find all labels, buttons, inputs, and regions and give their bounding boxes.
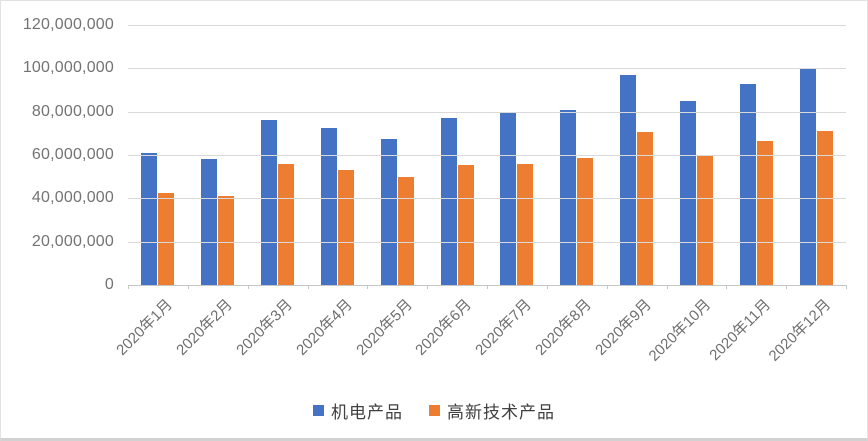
bar <box>141 152 158 285</box>
bar-group <box>607 25 667 285</box>
y-tick-label: 40,000,000 <box>31 189 114 207</box>
gridline <box>128 25 846 26</box>
x-axis: 2020年1月 2020年2月 2020年3月 2020年4月 2020年5月 2020年… <box>113 292 846 377</box>
y-tick-label: 100,000,000 <box>22 59 114 77</box>
bar-group <box>666 25 726 285</box>
y-tick-label: 60,000,000 <box>31 146 114 163</box>
bar <box>337 170 354 285</box>
bar <box>158 192 175 285</box>
bar <box>440 118 457 285</box>
x-axis-tick <box>846 285 847 289</box>
legend-item: 机电产品 <box>313 398 403 423</box>
bar-group <box>726 25 786 285</box>
x-axis-tick <box>187 285 189 289</box>
x-tick-label: 2020年5月 <box>352 296 416 359</box>
x-axis-tick <box>786 285 788 289</box>
bar <box>457 164 474 285</box>
legend-item: 高新技术产品 <box>429 398 555 423</box>
gridline <box>128 198 846 200</box>
x-axis-tick <box>247 285 249 289</box>
x-tick-label: 2020年7月 <box>472 296 536 359</box>
y-tick-label: 80,000,000 <box>31 102 114 120</box>
y-tick-label: 20,000,000 <box>31 232 114 250</box>
bar <box>756 140 773 285</box>
bar <box>799 68 816 285</box>
bar-group <box>128 25 188 285</box>
gridline <box>128 241 846 243</box>
x-tick-label: 2020年2月 <box>173 296 236 359</box>
x-axis-tick <box>546 285 548 289</box>
y-tick-label: 0 <box>104 276 114 293</box>
bar <box>679 100 696 285</box>
bar-group <box>248 25 308 285</box>
bar <box>261 120 278 285</box>
x-axis-tick <box>367 285 369 289</box>
bar <box>278 163 295 285</box>
legend-swatch-icon <box>429 405 440 416</box>
x-tick-label: 2020年11月 <box>706 296 775 364</box>
gridline <box>128 68 846 70</box>
bar <box>380 138 397 285</box>
x-tick-label: 2020年1月 <box>113 296 177 359</box>
bar <box>397 176 414 285</box>
bar <box>201 159 218 285</box>
bar-group <box>786 25 846 285</box>
x-axis-tick <box>666 285 668 289</box>
x-tick-label: 2020年6月 <box>412 296 476 359</box>
bar <box>560 109 577 285</box>
bar <box>320 127 337 285</box>
bar <box>739 83 756 285</box>
legend-label: 高新技术产品 <box>447 403 555 422</box>
bar <box>637 132 654 285</box>
plot-area <box>128 25 847 289</box>
x-axis-tick <box>606 285 608 289</box>
bar-group <box>367 25 427 285</box>
x-axis-tick <box>487 285 488 289</box>
x-axis-tick <box>726 285 728 289</box>
legend-label: 机电产品 <box>331 403 403 422</box>
y-axis: 0 20,000,000 40,000,000 60,000,000 80,000,00… <box>1 16 114 293</box>
bar-group <box>547 25 607 285</box>
bar <box>218 196 235 285</box>
x-axis-tick <box>427 285 429 289</box>
x-axis-tick <box>307 285 309 289</box>
x-tick-label: 2020年8月 <box>532 296 595 359</box>
bar-group <box>188 25 248 285</box>
x-tick-label: 2020年4月 <box>292 296 356 359</box>
bar-group <box>427 25 487 285</box>
bar <box>696 155 713 285</box>
x-tick-label: 2020年12月 <box>765 296 835 365</box>
bar <box>517 163 534 285</box>
legend: 机电产品 高新技术产品 <box>1 398 867 423</box>
y-tick-label: 120,000,000 <box>22 16 114 33</box>
bar <box>577 158 594 285</box>
gridline <box>128 111 846 113</box>
x-tick-label: 2020年10月 <box>645 296 715 365</box>
legend-swatch-icon <box>313 405 324 416</box>
bar <box>620 74 637 285</box>
bar <box>816 131 833 285</box>
gridline <box>128 155 846 156</box>
x-tick-label: 2020年3月 <box>232 296 296 359</box>
x-axis-tick <box>128 285 129 289</box>
